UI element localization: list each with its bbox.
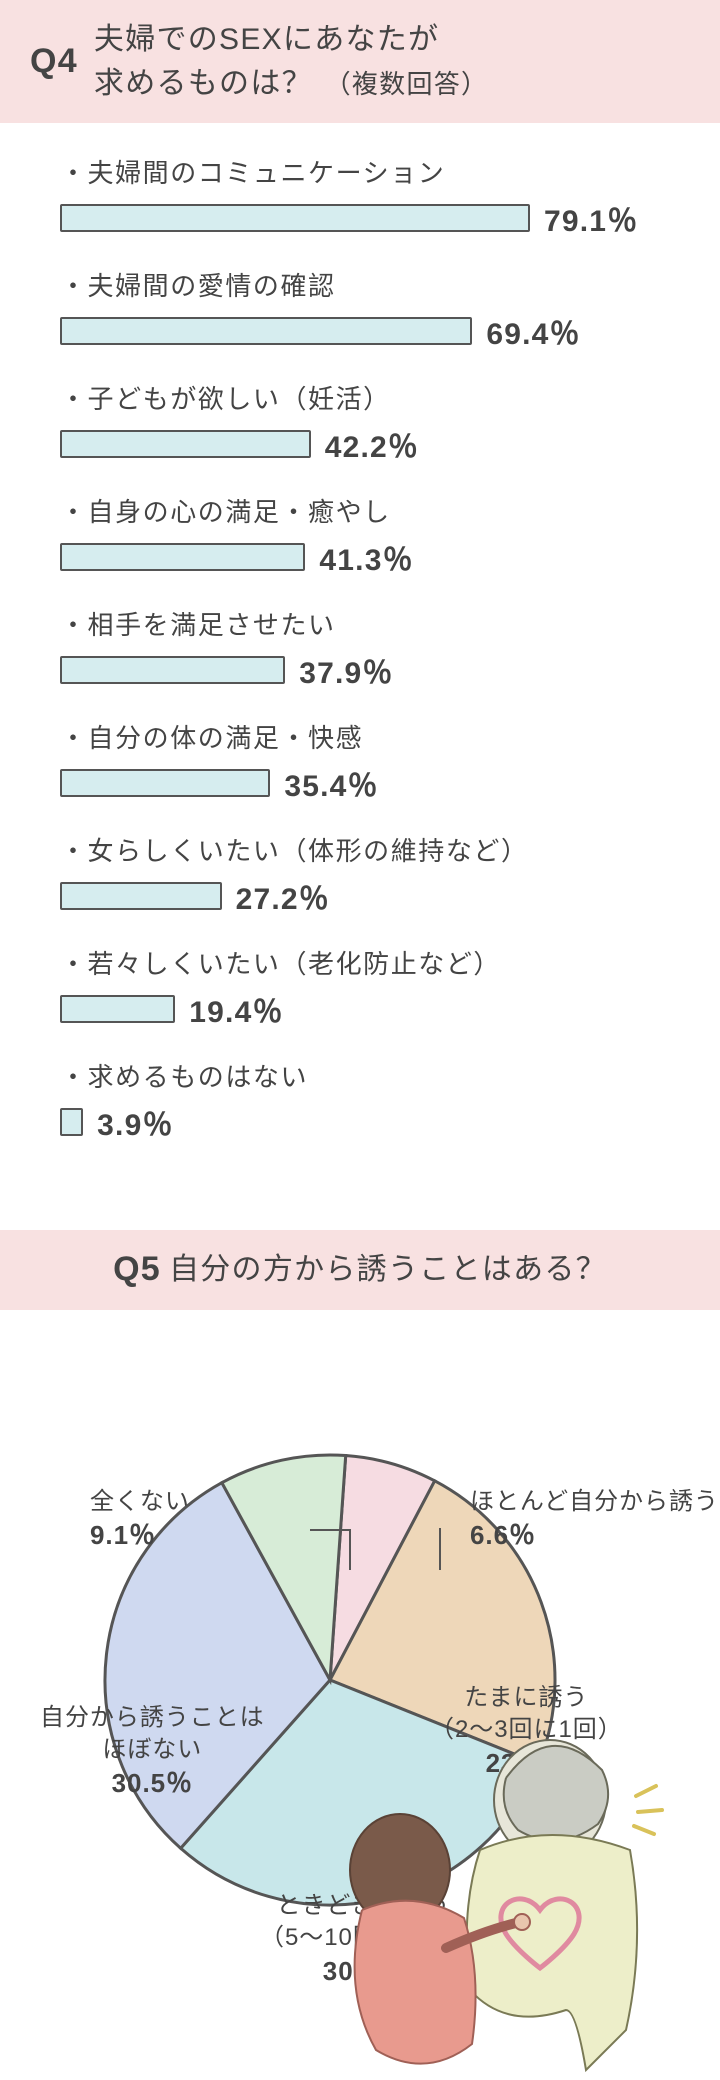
bar-label: ・子どもが欲しい（妊活） (60, 379, 660, 416)
couple-illustration (270, 1700, 690, 2080)
q4-bar-chart: ・夫婦間のコミュニケーション 79.1％ ・夫婦間の愛情の確認 69.4％ ・子どもが欲… (0, 123, 720, 1230)
bar-percent: 69.4％ (486, 309, 580, 353)
bar-percent: 35.4％ (284, 761, 378, 805)
bar-fill (60, 204, 530, 232)
bar-label: ・求めるものはない (60, 1057, 660, 1094)
q4-subtitle: （複数回答） (325, 69, 489, 99)
bar-percent: 41.3％ (319, 535, 413, 579)
bar-label: ・若々しくいたい（老化防止など） (60, 944, 660, 981)
bar-item: ・自身の心の満足・癒やし 41.3％ (60, 492, 660, 579)
pie-slice-label: 全くない 9.1％ (90, 1486, 190, 1554)
bar-label: ・女らしくいたい（体形の維持など） (60, 831, 660, 868)
pie-slice-percent: 30.5％ (112, 1768, 193, 1798)
q4-title-line2: 求めるものは？ (94, 67, 313, 100)
bar-fill (60, 995, 175, 1023)
q4-header: Q4 夫婦でのSEXにあなたが 求めるものは？ （複数回答） (0, 0, 720, 123)
bar-percent: 42.2％ (325, 422, 419, 466)
bar-fill (60, 543, 305, 571)
bar-item: ・夫婦間の愛情の確認 69.4％ (60, 266, 660, 353)
bar-percent: 37.9％ (299, 648, 393, 692)
pie-slice-label-text: 自分から誘うことは (40, 1704, 265, 1731)
bar-label: ・自分の体の満足・快感 (60, 718, 660, 755)
q4-title-line1: 夫婦でのSEXにあなたが (94, 18, 488, 62)
bar-item: ・女らしくいたい（体形の維持など） 27.2％ (60, 831, 660, 918)
bar-item: ・求めるものはない 3.9％ (60, 1057, 660, 1144)
bar-item: ・相手を満足させたい 37.9％ (60, 605, 660, 692)
pie-slice-label: ほとんど自分から誘う 6.6％ (470, 1486, 719, 1554)
pie-slice-percent: 6.6％ (470, 1520, 536, 1550)
bar-fill (60, 769, 270, 797)
bar-fill (60, 1108, 83, 1136)
q4-number: Q4 (30, 42, 78, 81)
bar-item: ・夫婦間のコミュニケーション 79.1％ (60, 153, 660, 240)
bar-fill (60, 430, 311, 458)
bar-label: ・自身の心の満足・癒やし (60, 492, 660, 529)
bar-item: ・子どもが欲しい（妊活） 42.2％ (60, 379, 660, 466)
pie-slice-label-text: 全くない (90, 1488, 190, 1515)
q5-pie-chart: ほとんど自分から誘う6.6％たまに誘う（2〜3回に1回）23.4％ときどきは誘う… (0, 1320, 720, 2080)
q5-number: Q5 (113, 1250, 161, 1289)
pie-slice-label-text: ほとんど自分から誘う (470, 1488, 719, 1515)
bar-item: ・自分の体の満足・快感 35.4％ (60, 718, 660, 805)
bar-percent: 3.9％ (97, 1100, 174, 1144)
bar-percent: 27.2％ (236, 874, 330, 918)
bar-fill (60, 882, 222, 910)
bar-label: ・夫婦間のコミュニケーション (60, 153, 660, 190)
pie-slice-label: 自分から誘うことはほぼない 30.5％ (40, 1702, 265, 1802)
pie-slice-percent: 9.1％ (90, 1520, 156, 1550)
pie-slice-label-text: ほぼない (102, 1736, 202, 1763)
bar-fill (60, 656, 285, 684)
q5-header: Q5 自分の方から誘うことはある？ (0, 1230, 720, 1310)
bar-percent: 19.4％ (189, 987, 283, 1031)
bar-item: ・若々しくいたい（老化防止など） 19.4％ (60, 944, 660, 1031)
q5-title: 自分の方から誘うことはある？ (169, 1248, 607, 1292)
bar-percent: 79.1％ (544, 196, 638, 240)
bar-label: ・夫婦間の愛情の確認 (60, 266, 660, 303)
bar-fill (60, 317, 472, 345)
bar-label: ・相手を満足させたい (60, 605, 660, 642)
